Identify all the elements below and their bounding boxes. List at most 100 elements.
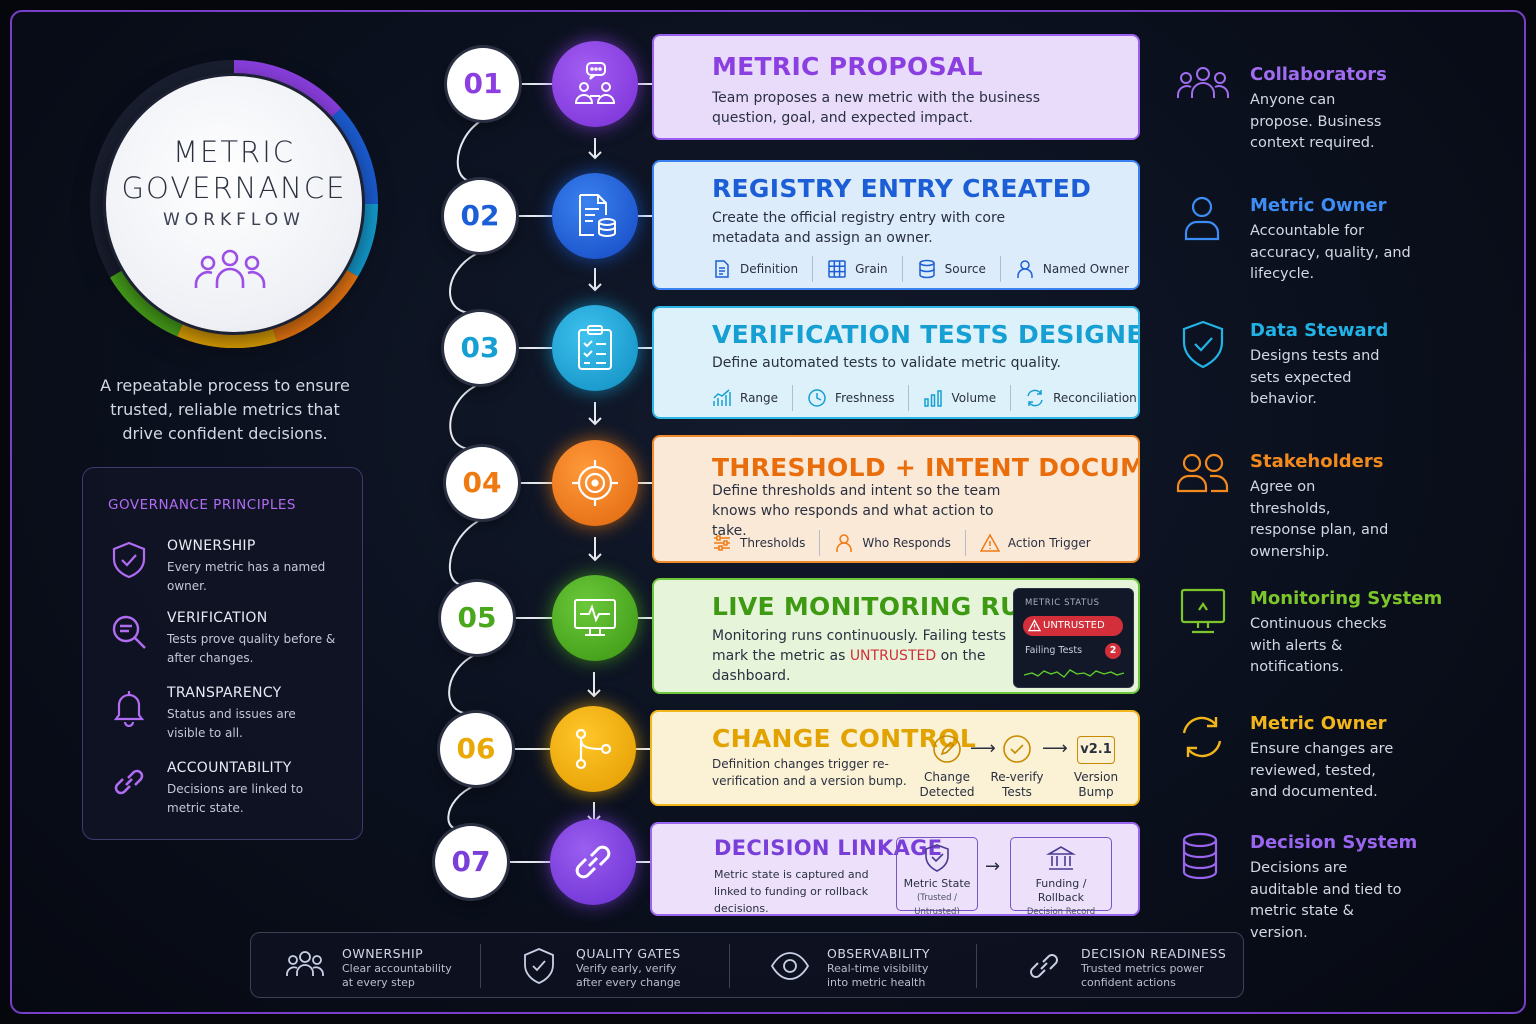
document-icon <box>715 260 729 278</box>
tag: Definition <box>712 259 798 279</box>
step-icon-circle <box>552 305 638 391</box>
card-title: DECISION LINKAGE <box>714 836 943 860</box>
shield-check-icon <box>112 541 146 579</box>
tag: Volume <box>923 388 996 408</box>
step-card-07: DECISION LINKAGE Metric state is capture… <box>650 822 1140 916</box>
tag-row: Range Freshness Volume Reconciliation <box>712 385 1137 411</box>
chat-people-icon <box>574 62 616 104</box>
divider <box>908 385 910 411</box>
clipboard-check-icon <box>578 325 612 370</box>
tag: Grain <box>827 259 888 279</box>
sliders-icon <box>714 535 730 551</box>
database-icon <box>1182 832 1218 880</box>
bottom-item-desc: Verify early, verify after every change <box>576 962 681 989</box>
step-icon-circle <box>550 819 636 905</box>
role-desc: Accountable for accuracy, quality, and l… <box>1250 223 1411 282</box>
branch-icon <box>575 728 612 770</box>
flow-label: Re-verify Tests <box>990 770 1044 799</box>
principle-desc: Every metric has a named owner. <box>167 560 326 593</box>
flow-label: Change Detected <box>919 770 975 799</box>
step-icon-circle <box>552 440 638 526</box>
box-sub: (Trusted / Untrusted) <box>914 893 960 916</box>
role-desc: Ensure changes are reviewed, tested, and… <box>1250 741 1394 800</box>
card-desc: Monitoring runs continuously. Failing te… <box>712 626 1012 686</box>
hero-disc: METRIC GOVERNANCE WORKFLOW <box>106 76 362 332</box>
principles-panel: GOVERNANCE PRINCIPLES OWNERSHIP Every me… <box>82 467 363 840</box>
hero-subtitle: WORKFLOW <box>163 210 305 230</box>
tag-label: Named Owner <box>1042 262 1129 276</box>
step-card-03: VERIFICATION TESTS DESIGNED Define autom… <box>652 306 1140 419</box>
card-desc: Define thresholds and intent so the team… <box>712 483 1001 539</box>
principle-accountability: ACCOUNTABILITY Decisions are linked to m… <box>107 760 347 824</box>
role-desc: Decisions are auditable and tied to metr… <box>1250 860 1402 941</box>
tag-label: Freshness <box>835 391 895 405</box>
warning-icon <box>979 533 1000 552</box>
desc-text: on the dashboard. <box>712 648 986 684</box>
principle-desc: Status and issues are visible to all. <box>167 707 296 740</box>
divider <box>1010 385 1012 411</box>
divider <box>901 256 903 282</box>
step-card-02: REGISTRY ENTRY CREATED Create the offici… <box>652 160 1140 290</box>
bottom-item-desc: Real-time visibility into metric health <box>827 962 929 989</box>
divider <box>792 385 794 411</box>
status-badge: UNTRUSTED <box>1023 616 1123 636</box>
tag-row: Definition Grain Source Named Owner <box>712 256 1129 282</box>
status-panel: METRIC STATUS UNTRUSTED Failing Tests 2 <box>1013 588 1134 688</box>
card-desc: Create the official registry entry with … <box>712 210 1006 246</box>
shield-check-icon <box>524 948 554 984</box>
tag: Range <box>712 388 778 408</box>
sparkline <box>1024 669 1124 678</box>
tag-label: Range <box>740 391 779 405</box>
step-icon-circle <box>550 706 636 792</box>
monitor-pulse-icon <box>574 599 616 636</box>
role-title: Collaborators <box>1250 64 1387 85</box>
card-desc: Definition changes trigger re-verificati… <box>712 757 907 788</box>
eye-icon <box>770 952 810 980</box>
bottom-item-desc: Clear accountability at every step <box>342 962 452 989</box>
tag: Reconciliation <box>1025 388 1137 408</box>
tag: Freshness <box>807 388 894 408</box>
step-card-01: METRIC PROPOSAL Team proposes a new metr… <box>652 34 1140 140</box>
status-badge-label: UNTRUSTED <box>1043 620 1105 631</box>
tag-label: Source <box>944 262 986 276</box>
principle-title: VERIFICATION <box>167 610 268 626</box>
person-icon <box>1184 196 1220 241</box>
tag-label: Reconciliation <box>1053 391 1137 405</box>
desc-text: Monitoring runs continuously. Failing te… <box>712 628 1007 664</box>
divider <box>812 256 814 282</box>
role-title: Metric Owner <box>1250 195 1387 216</box>
step-number: 04 <box>446 447 518 519</box>
tag-label: Grain <box>855 262 888 276</box>
tag: Source <box>917 259 986 279</box>
group-icon <box>1177 67 1229 98</box>
tag: Thresholds <box>712 533 805 553</box>
bottom-item-title: QUALITY GATES <box>576 946 681 961</box>
person-icon <box>1017 260 1033 278</box>
step-card-05: LIVE MONITORING RUNS Monitoring runs con… <box>652 578 1140 694</box>
role-title: Decision System <box>1250 832 1418 853</box>
bottom-item-title: OWNERSHIP <box>342 946 424 961</box>
flow-arrow: ⟶ <box>1042 738 1068 759</box>
clock-icon <box>808 389 826 407</box>
role-title: Data Steward <box>1250 320 1389 341</box>
step-number: 07 <box>435 826 507 898</box>
hero-title: METRIC GOVERNANCE <box>121 135 347 205</box>
group-icon <box>286 951 324 976</box>
shield-check-icon <box>925 844 949 872</box>
step-number: 03 <box>444 312 516 384</box>
refresh-icon <box>1182 716 1222 758</box>
bottom-item-desc: Trusted metrics power confident actions <box>1081 962 1204 989</box>
pencil-icon <box>933 735 961 763</box>
principle-title: TRANSPARENCY <box>167 685 282 701</box>
sync-arrows-icon <box>1027 389 1043 407</box>
link-icon <box>114 769 144 795</box>
card-title: REGISTRY ENTRY CREATED <box>712 174 1092 203</box>
divider <box>729 944 730 988</box>
decision-record-box: Funding / Rollback Decision Record <box>1010 837 1112 914</box>
person-icon <box>836 534 853 552</box>
step-card-04: THRESHOLD + INTENT DOCUMENTED Define thr… <box>652 435 1140 563</box>
step-card-06: CHANGE CONTROL Definition changes trigge… <box>650 710 1140 806</box>
card-title: THRESHOLD + INTENT DOCUMENTED <box>712 453 1140 482</box>
tag-label: Action Trigger <box>1007 536 1091 550</box>
divider <box>480 944 481 988</box>
